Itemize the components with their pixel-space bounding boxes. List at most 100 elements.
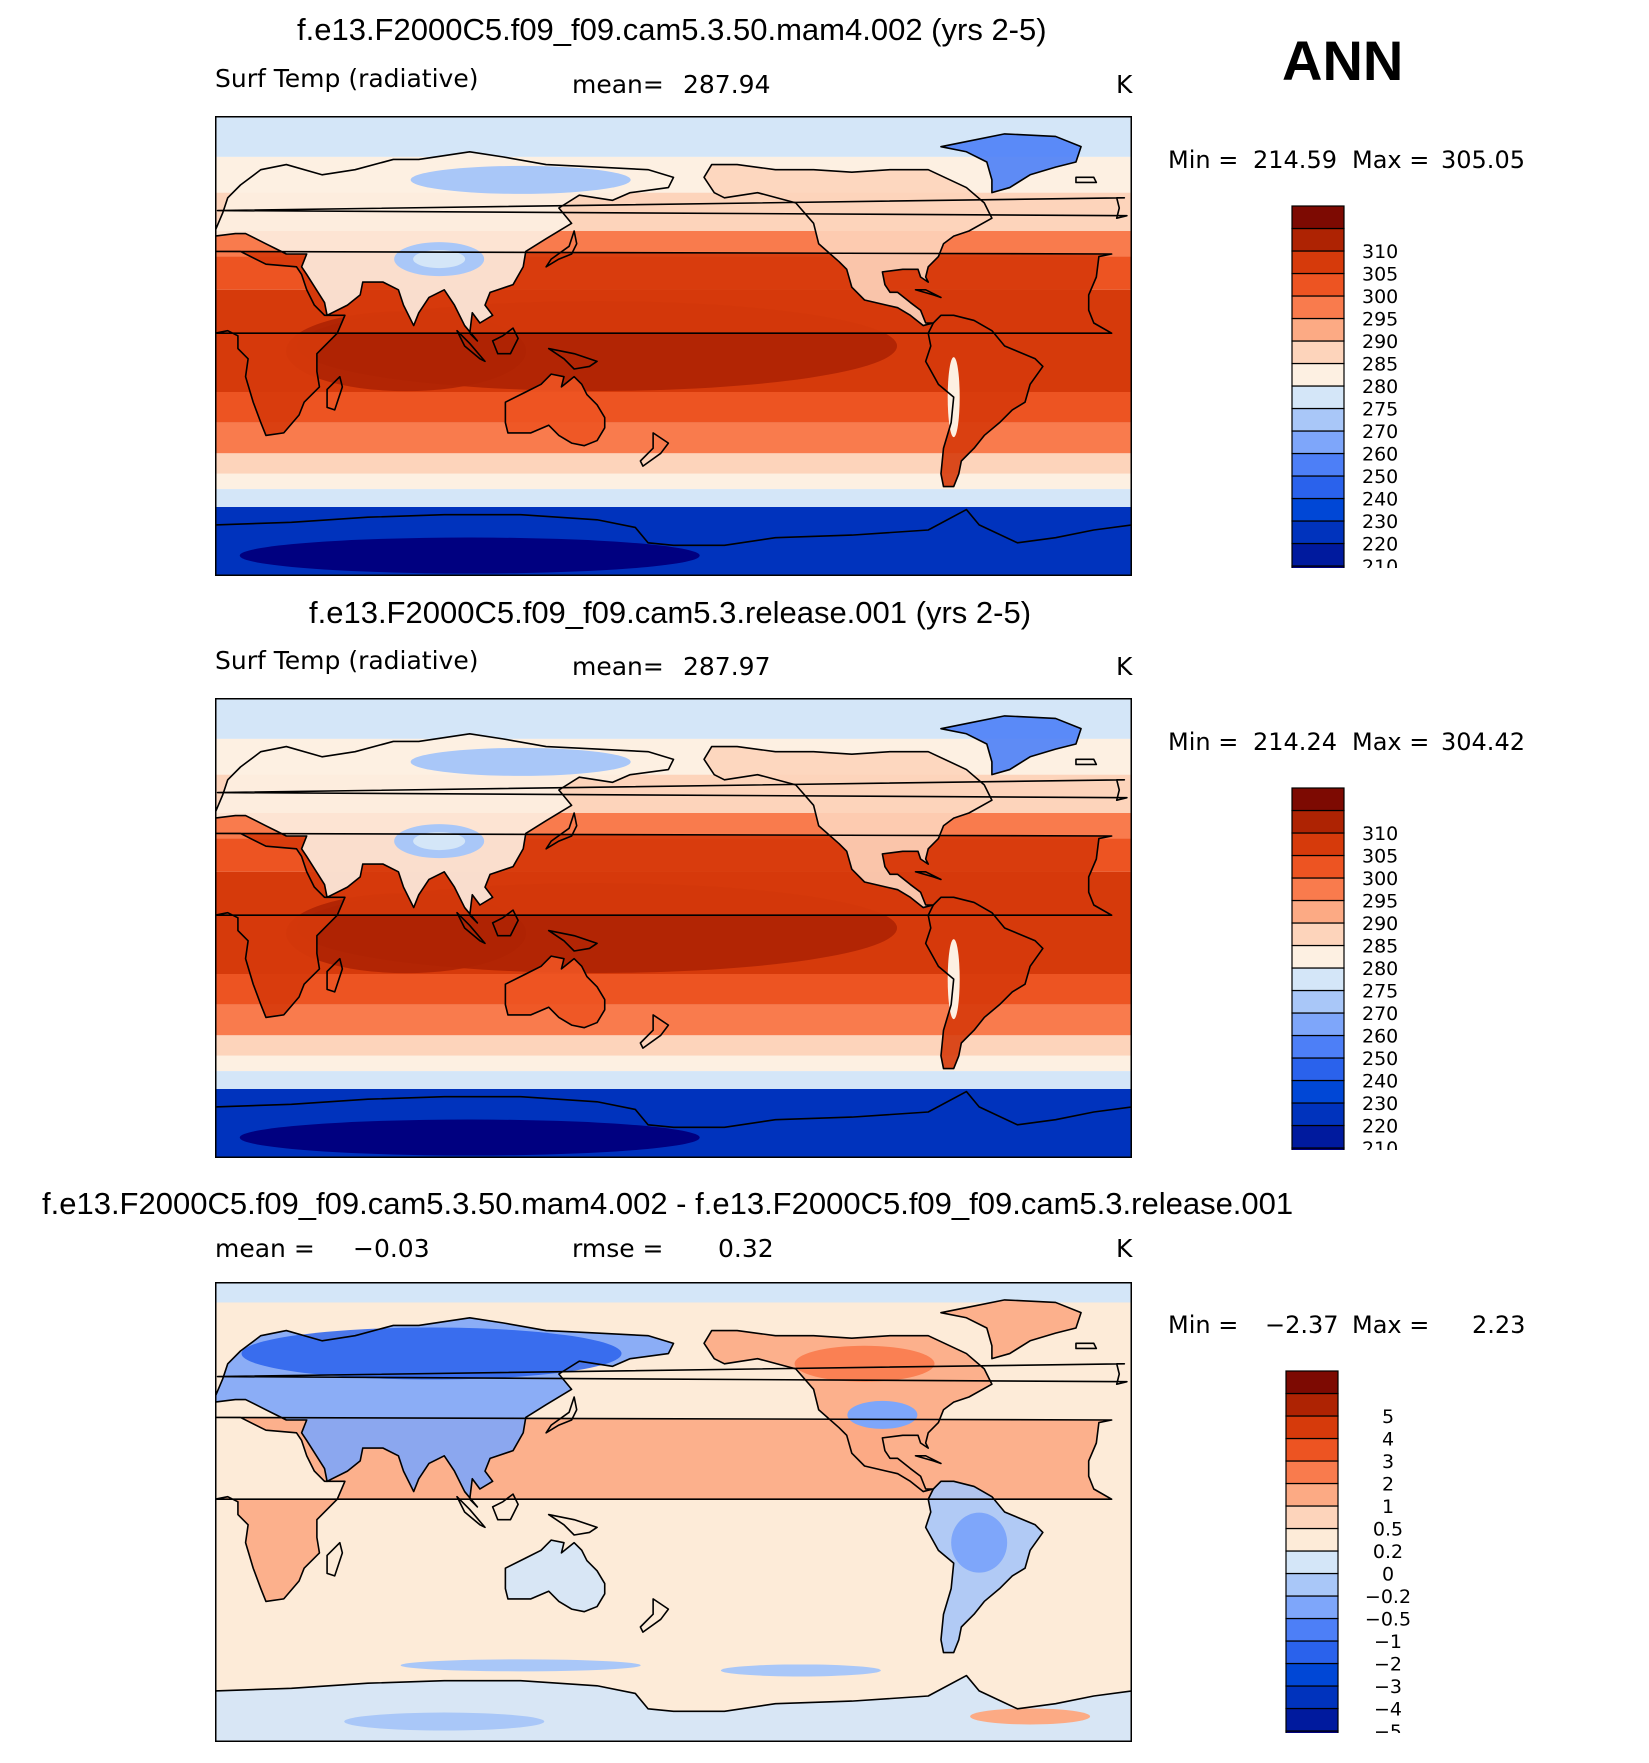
coastline-samerica: [924, 896, 1044, 1070]
panel3-min-label: Min =: [1168, 1311, 1239, 1339]
coastline-cuba: [914, 870, 942, 881]
colorbar-tick-label: 260: [1362, 1026, 1398, 1048]
colorbar-swatch: [1291, 362, 1345, 387]
coastline-iceland: [1075, 1342, 1098, 1350]
panel3-min-value: −2.37: [1265, 1311, 1339, 1339]
coastline-madagascar: [326, 375, 344, 411]
colorbar-swatch: [1285, 1550, 1339, 1575]
panel1-mean-label: mean=: [572, 70, 664, 99]
coastline-samerica: [924, 314, 1044, 488]
panel1-title: f.e13.F2000C5.f09_f09.cam5.3.50.mam4.002…: [297, 12, 1047, 47]
coastline-namerica: [703, 745, 993, 909]
antarctic-core: [239, 1119, 700, 1156]
colorbar-swatch: [1291, 854, 1345, 879]
colorbar-swatch: [1291, 1012, 1345, 1037]
panel2-mean-value: 287.97: [683, 652, 771, 681]
colorbar-tick-label: 230: [1362, 1093, 1398, 1115]
colorbar-swatch: [1285, 1595, 1339, 1620]
colorbar-swatch: [1285, 1617, 1339, 1642]
coastline-eurasia: [215, 732, 675, 924]
land-fill-australia: [505, 374, 605, 446]
panel3-mean-label: mean =: [215, 1234, 315, 1263]
colorbar-tick-label: 1: [1382, 1496, 1394, 1518]
colorbar-tick-label: 220: [1362, 534, 1398, 556]
panel2-min-label: Min =: [1168, 728, 1239, 756]
colorbar-swatch: [1291, 1034, 1345, 1059]
colorbar-swatch: [1291, 809, 1345, 834]
panel1-colorbar: 2102202302402502602702752802852902953003…: [1291, 205, 1398, 568]
colorbar-swatch: [1291, 407, 1345, 432]
colorbar-swatch: [1291, 250, 1345, 275]
land-fill-namerica: [704, 746, 992, 908]
land-fill-greenland: [940, 133, 1082, 193]
colorbar-swatch: [1291, 1057, 1345, 1082]
coastline-japan: [545, 812, 578, 850]
colorbar-tick-label: 290: [1362, 913, 1398, 935]
colorbar-tick-label: 305: [1362, 264, 1398, 286]
colorbar-swatch: [1285, 1572, 1339, 1597]
temperature-band: [215, 453, 1132, 474]
panel2-map: [215, 698, 1132, 1158]
coastline-newguinea: [547, 347, 598, 370]
coastline-uk: [216, 196, 1128, 220]
colorbar-swatch: [1291, 542, 1345, 567]
tibet-cold: [413, 250, 466, 269]
colorbar-swatch: [1291, 227, 1345, 252]
colorbar-swatch: [1291, 295, 1345, 320]
panel3-map: [215, 1282, 1132, 1742]
panel3-rmse-label: rmse =: [572, 1234, 664, 1263]
colorbar-tick-label: −2: [1374, 1654, 1402, 1676]
coastline-samerica: [924, 1480, 1044, 1654]
colorbar-swatch: [1291, 340, 1345, 365]
land-fill-australia: [505, 1540, 605, 1612]
colorbar-swatch: [1291, 272, 1345, 297]
coastline-borneo: [491, 327, 519, 355]
colorbar-swatch: [1291, 385, 1345, 410]
temperature-band: [215, 1071, 1132, 1089]
colorbar-swatch: [1285, 1482, 1339, 1507]
coastline-africa: [215, 832, 1113, 1019]
colorbar-tick-label: 230: [1362, 511, 1398, 533]
colorbar-tick-label: −5: [1374, 1721, 1402, 1733]
colorbar-swatch: [1291, 1079, 1345, 1104]
map-frame: [215, 116, 1132, 576]
temperature-band: [215, 473, 1132, 490]
diff-us: [847, 1400, 918, 1429]
coastline-eurasia: [215, 1316, 675, 1508]
panel2-colorbar: 2102202302402502602702752802852902953003…: [1291, 787, 1398, 1150]
coastline-antarctica: [215, 1090, 1132, 1129]
colorbar-swatch: [1291, 497, 1345, 522]
colorbar-tick-label: 210: [1362, 1138, 1398, 1150]
panel1-variable: Surf Temp (radiative): [215, 64, 479, 93]
colorbar-swatch: [1285, 1640, 1339, 1665]
coastline-cuba: [914, 288, 942, 299]
panel1-max-value: 305.05: [1441, 146, 1525, 174]
coastline-australia: [504, 1539, 606, 1613]
coastline-japan: [545, 1396, 578, 1434]
coastline-antarctica: [215, 1674, 1132, 1713]
coastline-japan: [545, 230, 578, 268]
colorbar-tick-label: 290: [1362, 331, 1398, 353]
coastline-uk: [216, 778, 1128, 802]
colorbar-swatch: [1285, 1685, 1339, 1710]
colorbar-swatch: [1285, 1527, 1339, 1552]
panel1-min-value: 214.59: [1253, 146, 1337, 174]
colorbar-swatch: [1285, 1460, 1339, 1485]
colorbar-swatch: [1285, 1370, 1339, 1395]
coastline-iceland: [1075, 176, 1098, 184]
coastline-madagascar: [326, 957, 344, 993]
colorbar-swatch: [1291, 922, 1345, 947]
colorbar-tick-label: 295: [1362, 891, 1398, 913]
coastline-africa: [215, 1416, 1113, 1603]
colorbar-tick-label: 270: [1362, 421, 1398, 443]
colorbar-swatch: [1291, 1124, 1345, 1149]
colorbar-swatch: [1291, 967, 1345, 992]
colorbar-tick-label: 0.2: [1373, 1541, 1403, 1563]
colorbar-tick-label: −4: [1374, 1699, 1402, 1721]
colorbar-swatch: [1291, 430, 1345, 455]
panel1-map: [215, 116, 1132, 576]
coastline-greenland: [940, 133, 1082, 194]
colorbar-swatch: [1291, 317, 1345, 342]
coastline-namerica: [703, 163, 993, 327]
coastline-newguinea: [547, 929, 598, 952]
